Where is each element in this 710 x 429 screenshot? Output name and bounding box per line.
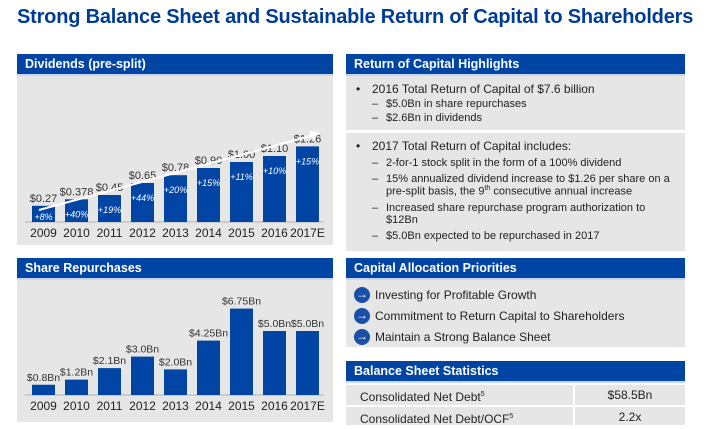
growth-label: +44% bbox=[131, 193, 154, 203]
balance-value: $58.5Bn bbox=[607, 388, 653, 402]
bar bbox=[32, 384, 55, 395]
x-tick-label: 2009 bbox=[30, 226, 57, 240]
bar bbox=[164, 175, 187, 222]
bar bbox=[263, 156, 286, 222]
highlight-bullet: 2016 Total Return of Capital of $7.6 bil… bbox=[372, 82, 595, 96]
bar bbox=[296, 331, 319, 395]
dividends-panel: Dividends (pre-split) $0.27 2009 +8% $0.378… bbox=[17, 54, 333, 245]
x-tick-label: 2015 bbox=[228, 399, 255, 413]
bar bbox=[296, 146, 319, 222]
x-tick-label: 2014 bbox=[195, 226, 222, 240]
bar bbox=[164, 369, 187, 395]
value-label: $2.1Bn bbox=[93, 355, 126, 367]
growth-label: +20% bbox=[164, 185, 187, 195]
balance-row: Consolidated Net Debt/OCF5 2.2x bbox=[346, 405, 685, 427]
highlight-sub: Increased share repurchase program autho… bbox=[386, 201, 646, 226]
dividends-chart: $0.27 2009 +8% $0.378 2010 +40% $0.45 2011 +19% $… bbox=[25, 131, 325, 240]
highlight-sub: 2-for-1 stock split in the form of a 100… bbox=[386, 157, 622, 169]
bar bbox=[65, 199, 88, 222]
arrow-circle-icon: → bbox=[354, 287, 370, 303]
value-label: $1.2Bn bbox=[60, 367, 93, 379]
x-tick-label: 2013 bbox=[162, 226, 189, 240]
repurchases-header: Share Repurchases bbox=[17, 258, 333, 280]
x-tick-label: 2012 bbox=[129, 226, 156, 240]
x-tick-label: 2017E bbox=[290, 399, 325, 413]
value-label: $5.0Bn bbox=[291, 318, 324, 330]
priority-item: → Investing for Profitable Growth bbox=[354, 287, 537, 303]
x-tick-label: 2016 bbox=[261, 399, 288, 413]
bar bbox=[197, 340, 220, 395]
bar bbox=[65, 379, 88, 395]
x-tick-label: 2010 bbox=[63, 226, 90, 240]
growth-label: +15% bbox=[197, 178, 220, 188]
x-tick-label: 2015 bbox=[228, 226, 255, 240]
x-tick-label: 2010 bbox=[63, 399, 90, 413]
value-label: $2.0Bn bbox=[159, 356, 192, 368]
balance-panel: Balance Sheet Statistics Consolidated Ne… bbox=[346, 361, 685, 427]
value-label: $0.8Bn bbox=[27, 372, 60, 384]
trend-arrow-head bbox=[309, 131, 320, 141]
value-label: $5.0Bn bbox=[258, 318, 291, 330]
repurchases-chart: $0.8Bn 2009 $1.2Bn 2010 $2.1Bn 2011 $3.0Bn 2012… bbox=[25, 296, 325, 413]
bar bbox=[32, 205, 55, 222]
highlights-section-2017: • 2017 Total Return of Capital includes: … bbox=[346, 133, 685, 248]
x-tick-label: 2012 bbox=[129, 399, 156, 413]
highlight-sub: $5.0Bn expected to be repurchased in 201… bbox=[386, 229, 600, 242]
highlight-sub: $2.6Bn in dividends bbox=[386, 112, 483, 124]
bar bbox=[98, 368, 121, 395]
highlights-section-2016: • 2016 Total Return of Capital of $7.6 bi… bbox=[356, 82, 595, 124]
growth-label: +40% bbox=[65, 209, 88, 219]
x-tick-label: 2017E bbox=[290, 226, 325, 240]
growth-label: +11% bbox=[230, 172, 253, 182]
priorities-panel: Capital Allocation Priorities → Investing… bbox=[346, 258, 685, 347]
growth-label: +15% bbox=[296, 156, 319, 166]
bar bbox=[230, 162, 253, 222]
x-tick-label: 2013 bbox=[162, 399, 189, 413]
x-tick-label: 2014 bbox=[195, 399, 222, 413]
value-label: $1.10 bbox=[261, 143, 289, 155]
highlights-header: Return of Capital Highlights bbox=[346, 54, 685, 76]
arrow-circle-icon: → bbox=[354, 329, 370, 345]
bar bbox=[197, 168, 220, 222]
repurchases-panel: Share Repurchases $0.8Bn 2009 $1.2Bn 2010 $2… bbox=[17, 258, 333, 422]
growth-label: +10% bbox=[263, 166, 286, 176]
value-label: $0.45 bbox=[96, 182, 124, 194]
trend-arrow-line bbox=[38, 133, 315, 212]
bar bbox=[98, 195, 121, 222]
balance-row: Consolidated Net Debt5 $58.5Bn bbox=[346, 383, 685, 405]
priorities-header: Capital Allocation Priorities bbox=[346, 258, 685, 280]
growth-label: +19% bbox=[98, 205, 121, 215]
highlight-sub: 15% annualized dividend increase to $1.2… bbox=[386, 173, 670, 198]
balance-header: Balance Sheet Statistics bbox=[346, 361, 685, 383]
dividends-header: Dividends (pre-split) bbox=[17, 54, 333, 76]
x-tick-label: 2009 bbox=[30, 399, 57, 413]
highlight-sub: $5.0Bn in share repurchases bbox=[386, 98, 527, 110]
balance-value: 2.2x bbox=[618, 410, 642, 424]
priority-item: → Maintain a Strong Balance Sheet bbox=[354, 329, 551, 345]
x-tick-label: 2011 bbox=[97, 399, 123, 413]
growth-label: +8% bbox=[34, 212, 52, 222]
x-tick-label: 2011 bbox=[97, 226, 123, 240]
bar bbox=[131, 183, 154, 222]
value-label: $4.25Bn bbox=[189, 328, 228, 340]
x-tick-label: 2016 bbox=[261, 226, 288, 240]
highlights-panel: Return of Capital Highlights • 2016 Total… bbox=[346, 54, 685, 251]
priority-item: → Commitment to Return Capital to Shareho… bbox=[354, 308, 625, 324]
bar bbox=[131, 356, 154, 395]
value-label: $0.90 bbox=[195, 155, 223, 167]
bar bbox=[230, 308, 253, 395]
highlight-bullet: 2017 Total Return of Capital includes: bbox=[372, 139, 572, 153]
value-label: $0.27 bbox=[30, 193, 58, 205]
value-label: $3.0Bn bbox=[126, 344, 159, 356]
arrow-circle-icon: → bbox=[354, 308, 370, 324]
value-label: $0.378 bbox=[60, 186, 94, 198]
value-label: $6.75Bn bbox=[222, 296, 261, 308]
page-title: Strong Balance Sheet and Sustainable Ret… bbox=[17, 6, 694, 28]
bar bbox=[263, 331, 286, 395]
